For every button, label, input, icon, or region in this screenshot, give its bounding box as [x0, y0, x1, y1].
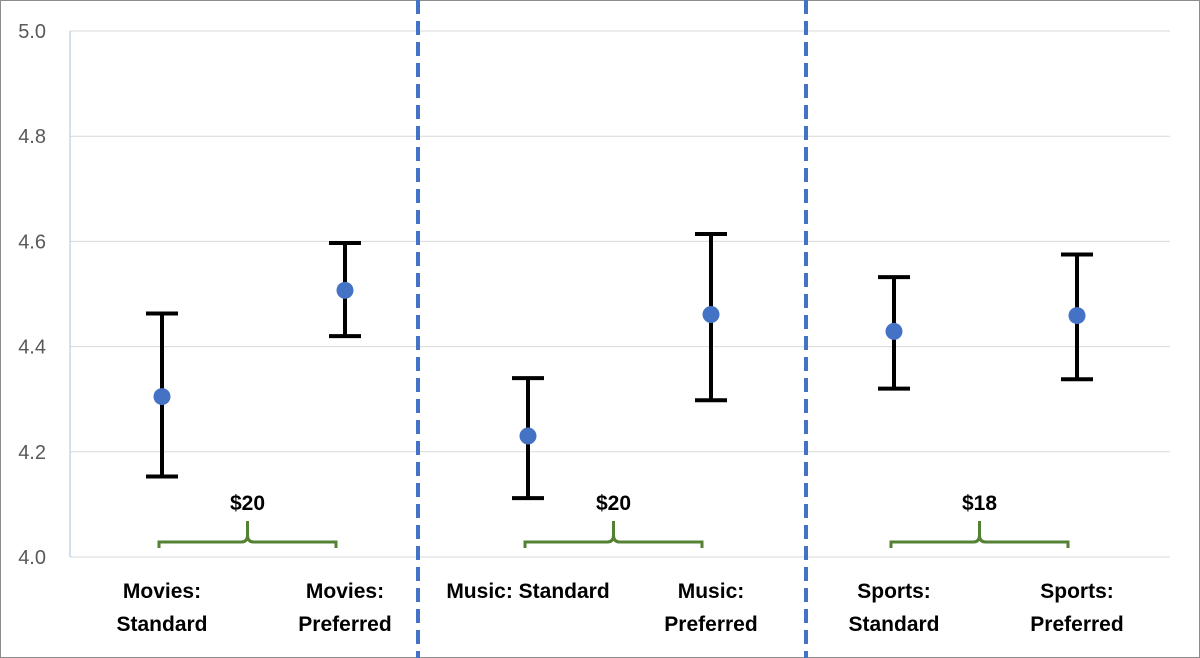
y-tick-label: 4.8	[18, 126, 46, 148]
price-label: $18	[962, 492, 997, 515]
data-point	[885, 322, 903, 340]
y-tick-label: 4.2	[18, 442, 46, 464]
category-label: Preferred	[1030, 613, 1123, 636]
group-brace	[157, 521, 338, 548]
data-point	[336, 281, 354, 299]
category-label: Sports:	[857, 580, 931, 603]
category-label: Music:	[678, 580, 745, 603]
data-point	[153, 388, 171, 406]
data-point	[1068, 307, 1086, 325]
price-label: $20	[230, 492, 265, 515]
data-point	[519, 427, 537, 445]
group-brace	[889, 521, 1070, 548]
category-label: Standard	[116, 613, 207, 636]
category-label: Music: Standard	[446, 580, 609, 603]
category-label: Movies:	[123, 580, 201, 603]
category-label: Sports:	[1040, 580, 1114, 603]
category-label: Movies:	[306, 580, 384, 603]
y-tick-label: 4.4	[18, 337, 46, 359]
price-label: $20	[596, 492, 631, 515]
category-label: Preferred	[298, 613, 391, 636]
data-point	[702, 306, 720, 324]
group-brace	[523, 521, 704, 548]
category-label: Preferred	[664, 613, 757, 636]
category-label: Standard	[848, 613, 939, 636]
y-tick-label: 4.6	[18, 231, 46, 253]
y-tick-label: 4.0	[18, 547, 46, 569]
y-tick-label: 5.0	[18, 21, 46, 43]
